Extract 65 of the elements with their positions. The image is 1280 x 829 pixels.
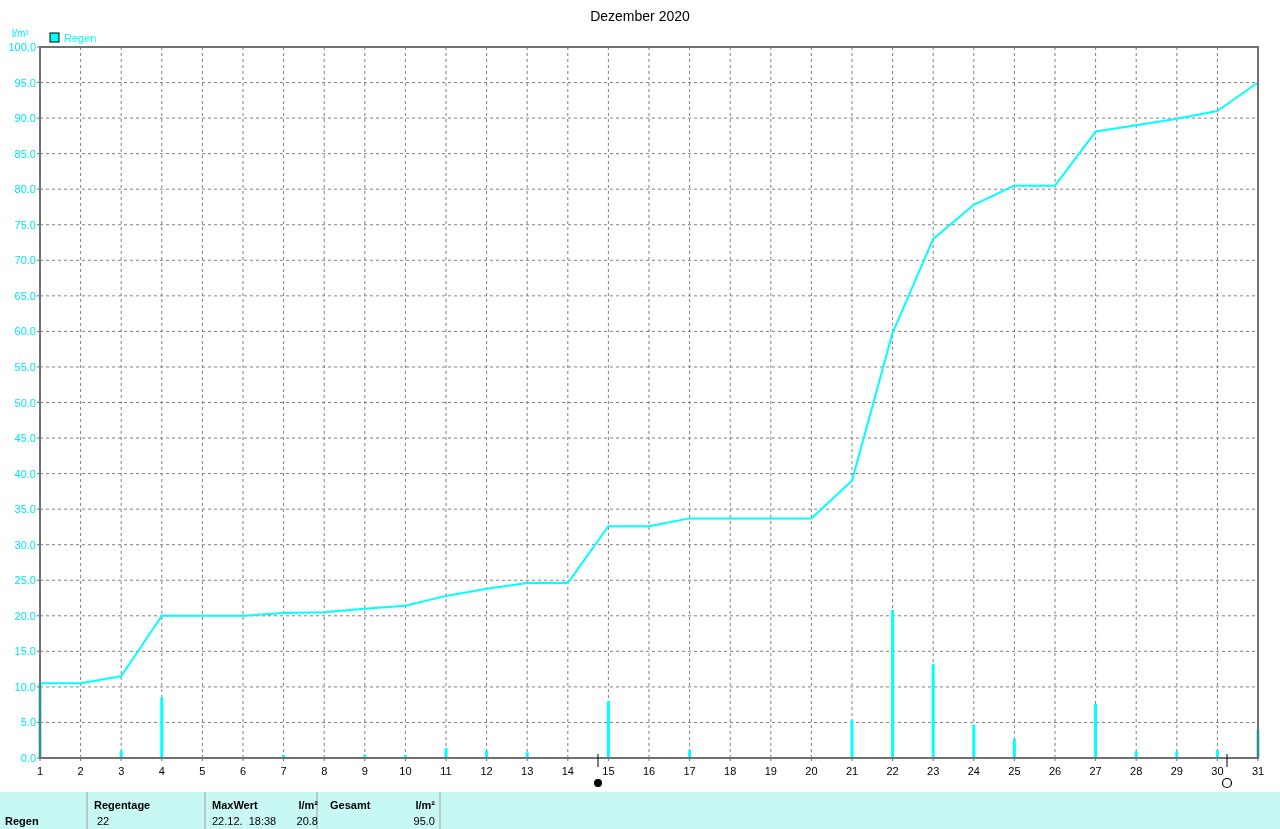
text: 22 — [97, 815, 110, 827]
y-tick-label: 5.0 — [20, 716, 36, 729]
y-tick-label: 10.0 — [14, 680, 36, 693]
x-tick-label: 9 — [361, 765, 368, 777]
x-tick-label: 2 — [77, 765, 84, 777]
y-tick-label: 60.0 — [14, 325, 36, 338]
y-tick-label: 100.0 — [8, 41, 36, 53]
text: MaxWert — [212, 799, 258, 811]
y-tick-label: 95.0 — [14, 76, 36, 89]
x-tick-label: 22 — [886, 765, 899, 777]
x-tick-label: 29 — [1170, 765, 1183, 777]
x-tick-label: 1 — [36, 765, 44, 777]
x-tick-label: 30 — [1211, 765, 1224, 777]
text: Regentage — [94, 799, 151, 811]
x-tick-label: 31 — [1251, 765, 1265, 777]
x-tick-label: 16 — [642, 765, 656, 777]
x-tick-label: 12 — [480, 765, 493, 777]
x-tick-label: 28 — [1130, 765, 1143, 777]
x-tick-label: 7 — [280, 765, 287, 777]
y-tick-label: 15.0 — [14, 645, 36, 658]
y-tick-label: 85.0 — [14, 147, 36, 160]
text: Regen — [5, 815, 39, 827]
x-tick-label: 6 — [239, 765, 247, 777]
chart-title: Dezember 2020 — [590, 8, 691, 24]
y-tick-label: 70.0 — [14, 254, 36, 267]
x-tick-label: 25 — [1008, 765, 1021, 777]
x-tick-label: 3 — [118, 765, 125, 777]
x-tick-label: 11 — [440, 765, 452, 777]
legend-label: Regen — [64, 32, 97, 44]
y-tick-label: 30.0 — [14, 538, 36, 551]
y-tick-label: 25.0 — [14, 574, 36, 587]
y-tick-label: 55.0 — [14, 360, 36, 373]
x-tick-label: 27 — [1089, 765, 1102, 777]
y-tick-label: 0.0 — [20, 752, 36, 764]
x-tick-label: 23 — [927, 765, 940, 777]
x-tick-label: 5 — [199, 765, 206, 777]
y-tick-label: 80.0 — [14, 183, 36, 196]
text: l/m² — [415, 799, 436, 811]
text: Gesamt — [330, 799, 371, 811]
text: 22.12. 18:38 — [212, 815, 277, 827]
text: 95.0 — [413, 815, 435, 827]
x-tick-label: 15 — [602, 765, 615, 777]
x-tick-label: 20 — [805, 765, 818, 777]
y-tick-label: 75.0 — [14, 218, 36, 231]
y-tick-label: 90.0 — [14, 112, 36, 125]
y-tick-label: 20.0 — [14, 609, 36, 622]
x-tick-label: 18 — [724, 765, 737, 777]
y-tick-label: 40.0 — [14, 467, 36, 480]
y-axis-title: l/m² — [12, 28, 30, 39]
x-tick-label: 10 — [399, 765, 412, 777]
x-tick-label: 8 — [321, 765, 328, 777]
y-tick-label: 50.0 — [14, 396, 36, 409]
x-tick-label: 26 — [1048, 765, 1062, 777]
x-tick-label: 21 — [845, 765, 859, 777]
text: 20.8 — [296, 815, 318, 827]
x-tick-label: 14 — [561, 765, 574, 777]
y-tick-label: 45.0 — [14, 432, 36, 445]
y-tick-label: 65.0 — [14, 289, 36, 302]
text: l/m² — [298, 799, 319, 811]
x-tick-label: 17 — [683, 765, 696, 777]
x-tick-label: 24 — [967, 765, 980, 777]
x-tick-label: 13 — [521, 765, 534, 777]
y-tick-label: 35.0 — [14, 503, 36, 516]
x-tick-label: 19 — [764, 765, 777, 777]
x-tick-label: 4 — [158, 765, 165, 777]
